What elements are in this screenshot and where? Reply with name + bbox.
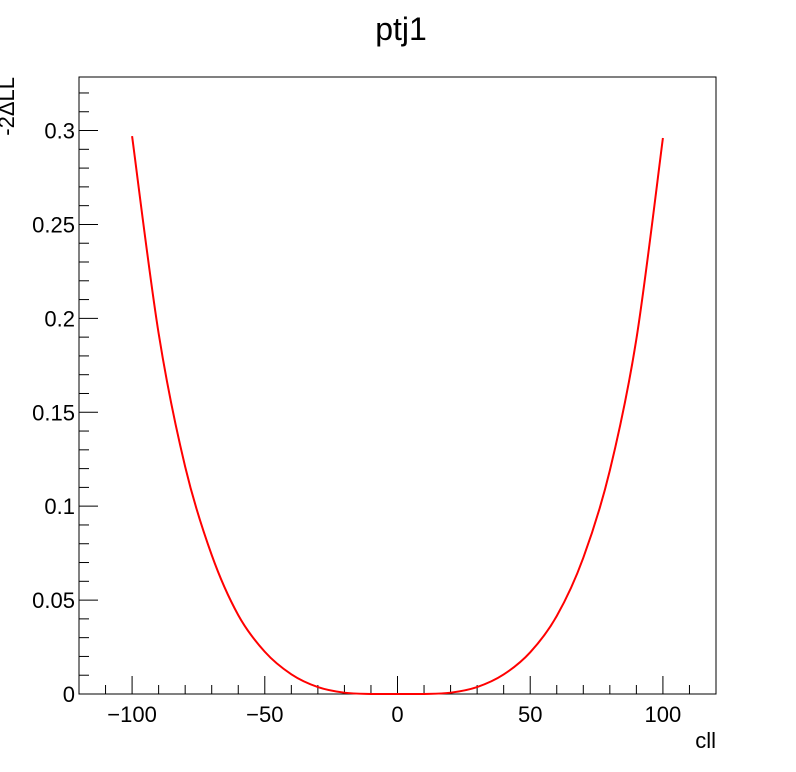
y-tick-label: 0.15	[32, 400, 75, 425]
x-tick-label: 100	[645, 702, 682, 727]
y-tick-label: 0.3	[44, 119, 75, 144]
x-axis: −100 −50 0 50 100	[107, 676, 681, 727]
y-tick-label: 0	[63, 682, 75, 707]
plot-frame	[78, 76, 717, 695]
x-tick-label: −50	[246, 702, 283, 727]
y-tick-label: 0.25	[32, 212, 75, 237]
y-axis: 0 0.05 0.1 0.15 0.2 0.25 0.3	[32, 119, 98, 707]
y-tick-label: 0.05	[32, 588, 75, 613]
y-tick-label: 0.2	[44, 306, 75, 331]
series-layer	[131, 136, 664, 696]
minor-ticks	[79, 92, 690, 694]
series-line	[131, 136, 664, 696]
x-tick-label: −100	[107, 702, 157, 727]
x-axis-label: cll	[695, 728, 716, 753]
chart-title: ptj1	[375, 11, 427, 47]
x-tick-label: 50	[518, 702, 542, 727]
y-axis-label: -2ΔLL	[0, 77, 19, 136]
x-tick-label: 0	[391, 702, 403, 727]
y-tick-label: 0.1	[44, 494, 75, 519]
